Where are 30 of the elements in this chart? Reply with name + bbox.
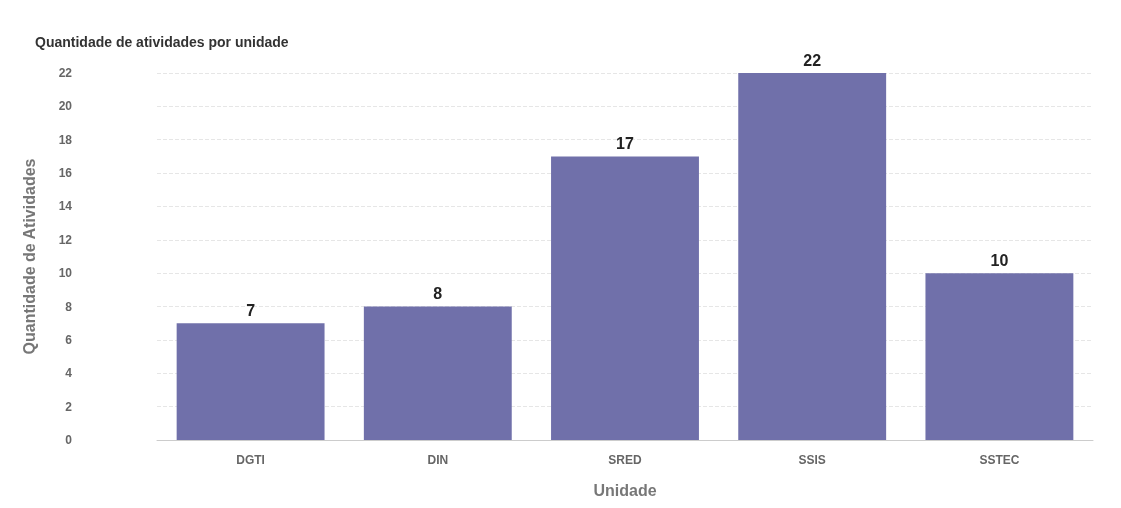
y-tick-label: 14 [58, 199, 73, 214]
y-tick-label: 18 [58, 132, 73, 147]
y-tick-label: 20 [58, 99, 73, 114]
bar [925, 273, 1074, 440]
y-tick-label: 6 [65, 332, 73, 347]
chart-title: Quantidade de atividades por unidade [35, 34, 289, 50]
bar [551, 156, 699, 440]
x-tick-label: DIN [427, 453, 449, 467]
y-tick-label: 8 [65, 299, 73, 314]
x-tick-label: SSIS [798, 453, 826, 467]
data-label: 17 [616, 134, 634, 152]
bar [176, 323, 325, 440]
bar [738, 73, 887, 440]
y-tick-label: 12 [58, 232, 73, 247]
data-label: 7 [246, 301, 256, 319]
y-tick-label: 0 [65, 433, 73, 447]
x-tick-label: SRED [608, 453, 642, 467]
y-tick-label: 4 [65, 366, 73, 381]
y-tick-label: 22 [58, 66, 73, 80]
data-label: 22 [803, 51, 822, 69]
y-tick-label: 2 [65, 399, 73, 414]
y-axis-title: Quantidade de Atividades [20, 158, 38, 355]
data-label: 10 [990, 251, 1009, 269]
x-tick-label: SSTEC [979, 453, 1020, 467]
y-tick-label: 10 [58, 266, 73, 281]
bar [363, 306, 512, 440]
x-tick-label: DGTI [236, 453, 265, 467]
data-label: 8 [433, 285, 443, 303]
y-tick-label: 16 [58, 166, 73, 181]
x-axis-title: Unidade [593, 481, 657, 499]
